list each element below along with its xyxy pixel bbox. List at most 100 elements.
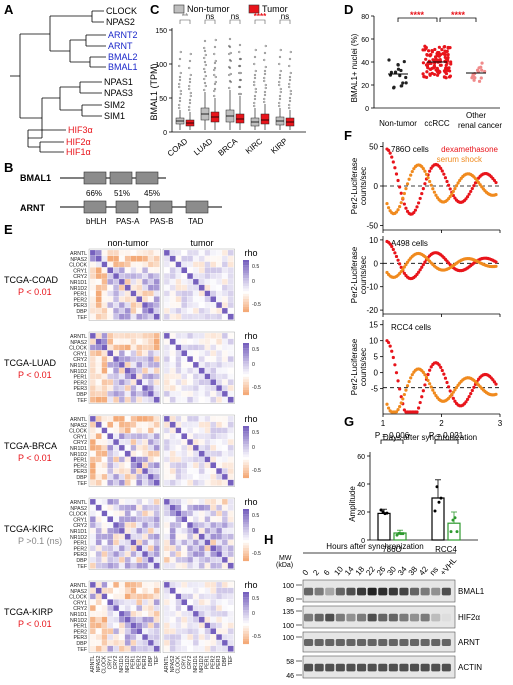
heatmap-gene-label: NR1D1: [70, 280, 87, 286]
heatmap-gene-label: PER1: [73, 541, 87, 547]
heatmap-legend-title: rho: [244, 497, 257, 507]
boxplot-cat-COAD: COAD: [166, 137, 190, 159]
heatmap-gene-label-bottom: DBP: [148, 655, 154, 666]
heatmap-gene-label-bottom: PER2: [136, 655, 142, 669]
boxplot-sig-KIRC: ****: [254, 12, 267, 21]
luciferase-ytick: 10: [369, 337, 378, 346]
amplitude-ytick-0: 0: [361, 538, 365, 545]
heatmap-gene-label: NR1D2: [70, 618, 87, 624]
heatmap-gene-label: CLOCK: [69, 512, 87, 518]
legend-tumor-label: Tumor: [262, 4, 288, 14]
domain-tad-label: TAD: [188, 217, 204, 226]
heatmap-legend-tick: -0.5: [252, 468, 261, 474]
heatmap-gene-label: PER3: [73, 635, 87, 641]
heatmap-legend-tick: -0.5: [252, 551, 261, 557]
heatmap-gene-label-bottom: ARNTL: [90, 655, 96, 672]
heatmap-gene-label-bottom: PER3: [216, 655, 222, 669]
dotplot-panel: BMAL1+ nuclei (%) 0 20 40 60 80 **** **** No…: [350, 10, 502, 130]
luciferase-ylabel: Per2-Luciferasecounts/sec: [350, 157, 368, 214]
heatmap-row-3: TCGA-KIRC P >0.1 (ns) ARNTLNPAS2CLOCKCRY1C…: [4, 497, 261, 570]
luciferase-ylabel: Per2-Luciferasecounts/sec: [350, 246, 368, 303]
heatmap-row-2: TCGA-BRCA P < 0.01 ARNTLNPAS2CLOCKCRY1CRY2…: [4, 414, 261, 487]
tree-leaf-4: BMAL2: [108, 52, 138, 62]
amplitude-p-rcc4: P = 0.021: [429, 431, 464, 440]
boxplot-cat-KIRC: KIRC: [244, 137, 265, 156]
luciferase-ylabel: Per2-Luciferasecounts/sec: [350, 338, 368, 395]
bmal1-pasb-domain: [135, 171, 159, 185]
tree-leaf-11: HIF2α: [66, 137, 91, 147]
blot-ARNT: ARNT 100: [282, 631, 480, 653]
heatmap-legend-tick: 0.5: [252, 264, 259, 270]
heatmap-gene-label-bottom: NR1D1: [119, 655, 125, 672]
boxplot-ytick-2: 100: [155, 62, 167, 69]
heatmap-gene-label-bottom: CRY2: [187, 655, 193, 669]
heatmap-gene-label: NPAS2: [70, 340, 87, 346]
heatmap-pvalue: P < 0.01: [18, 619, 52, 629]
dotplot-cat-nontumor: Non-tumor: [379, 119, 417, 128]
heatmap-gene-label: CRY2: [73, 523, 87, 529]
heatmap-dataset-label: TCGA-COAD: [4, 275, 59, 285]
blot-mw-label: 58: [286, 659, 294, 666]
blot-mw-label: 80: [286, 597, 294, 604]
heatmap-legend-tick: -0.5: [252, 385, 261, 391]
domain-pasa-label: PAS-A: [116, 217, 140, 226]
amplitude-ytick-3: 60: [357, 454, 365, 461]
heatmap-gene-label: NPAS2: [70, 257, 87, 263]
dotplot-ytick-3: 60: [361, 37, 369, 44]
boxplot-ytick-1: 50: [159, 96, 167, 103]
heatmap-gene-label: NR1D2: [70, 452, 87, 458]
heatmap-legend-tick: -0.5: [252, 302, 261, 308]
panel-a-letter: A: [4, 2, 14, 17]
luciferase-xtick: 3: [498, 419, 503, 428]
heatmap-gene-label-bottom: CLOCK: [176, 655, 182, 673]
boxplot-sig-KIRP: ns: [281, 12, 289, 21]
boxplot-cat-KIRP: KIRP: [269, 137, 289, 156]
heatmap-gene-label: PER1: [73, 624, 87, 630]
blot-lane-1: 2: [311, 568, 321, 578]
heatmap-gene-label-bottom: PER1: [131, 655, 137, 669]
heatmap-gene-label: NR1D2: [70, 535, 87, 541]
blot-label: ACTIN: [458, 663, 482, 672]
heatmap-gene-label: NR1D1: [70, 612, 87, 618]
luciferase-xtick: 2: [439, 419, 444, 428]
tree-leaf-2: ARNT2: [108, 30, 138, 40]
domain-pasb-label: PAS-B: [150, 217, 173, 226]
heatmap-gene-label: TEF: [77, 398, 87, 404]
heatmap-gene-label: NR1D1: [70, 363, 87, 369]
heatmap-legend-tick: 0: [252, 445, 255, 451]
panel-h-letter: H: [264, 532, 273, 547]
heatmap-gene-label: NPAS2: [70, 423, 87, 429]
heatmap-gene-label: PER2: [73, 546, 87, 552]
amplitude-ylabel: Amplitude: [348, 486, 357, 522]
heatmap-gene-label: ARNTL: [70, 251, 87, 257]
heatmap-gene-label-bottom: CRY2: [113, 655, 119, 669]
boxplot-cat-LUAD: LUAD: [192, 136, 214, 157]
heatmap-legend-title: rho: [244, 331, 257, 341]
heatmap-gene-label: PER3: [73, 303, 87, 309]
heatmap-gene-label: PER2: [73, 463, 87, 469]
panel-f-letter: F: [344, 128, 352, 143]
boxplot-sig-COAD: **: [182, 12, 189, 21]
heatmap-gene-label: ARNTL: [70, 334, 87, 340]
boxplot-ytick-0: 0: [163, 130, 167, 137]
heatmap-gene-label-bottom: CLOCK: [102, 655, 108, 673]
heatmap-pvalue: P < 0.01: [18, 370, 52, 380]
heatmap-gene-label: PER3: [73, 386, 87, 392]
luciferase-cell-label: 786O cells: [391, 145, 429, 154]
identity-pasa: 51%: [114, 189, 130, 198]
luciferase-ytick: -10: [366, 283, 378, 292]
blot-title: Hours after synchronization: [326, 542, 423, 551]
heatmap-gene-label: CRY1: [73, 434, 87, 440]
luciferase-cell-label: RCC4 cells: [391, 323, 431, 332]
boxplot-sig-LUAD: ns: [206, 12, 214, 21]
heatmap-dataset-label: TCGA-LUAD: [4, 358, 57, 368]
boxplot-panel: Non-tumor Tumor BMAL1 (TPM) 0 50 100 150 **…: [149, 4, 306, 158]
heatmap-gene-label-bottom: PER3: [142, 655, 148, 669]
legend-tumor-swatch: [248, 4, 260, 14]
heatmap-gene-label: DBP: [76, 641, 87, 647]
heatmap-legend-title: rho: [244, 248, 257, 258]
